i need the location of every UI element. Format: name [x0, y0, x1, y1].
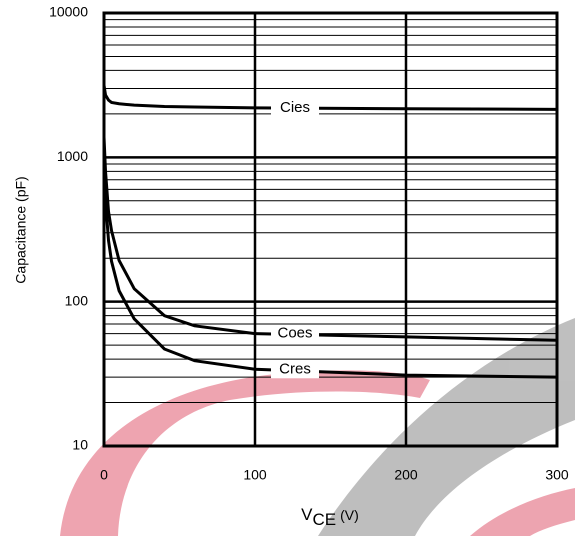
x-label-unit: (V)	[340, 507, 359, 523]
series-label: Cres	[279, 360, 311, 377]
plot: 10 100 1000 10000 0 100 200 300 Cies Coes Cres	[49, 4, 569, 483]
plot-frame	[102, 11, 559, 448]
x-tick-label: 0	[100, 467, 108, 483]
y-tick-label: 100	[65, 292, 89, 308]
x-label-main: V	[301, 505, 313, 524]
x-label-sub: CE	[313, 510, 337, 529]
series-label-bg	[271, 324, 319, 343]
series-label-bg	[271, 98, 319, 117]
y-axis-label: Capacitance (pF)	[13, 176, 29, 283]
y-tick-label: 1000	[57, 148, 88, 164]
x-axis-label: VCE (V)	[301, 505, 359, 529]
series-line	[102, 137, 558, 342]
x-tick-label: 200	[394, 467, 418, 483]
watermark-red-2	[470, 488, 575, 536]
series-label: Coes	[277, 325, 312, 342]
x-tick-label: 300	[545, 467, 569, 483]
y-tick-label: 10	[72, 437, 88, 453]
watermark-red	[60, 370, 430, 536]
y-tick-label: 10000	[49, 4, 88, 20]
series-line	[102, 157, 558, 379]
watermark	[60, 318, 575, 536]
x-tick-label: 100	[243, 467, 267, 483]
series-label: Cies	[280, 99, 310, 116]
series-label-bg	[271, 360, 319, 379]
watermark-grey	[318, 318, 575, 536]
